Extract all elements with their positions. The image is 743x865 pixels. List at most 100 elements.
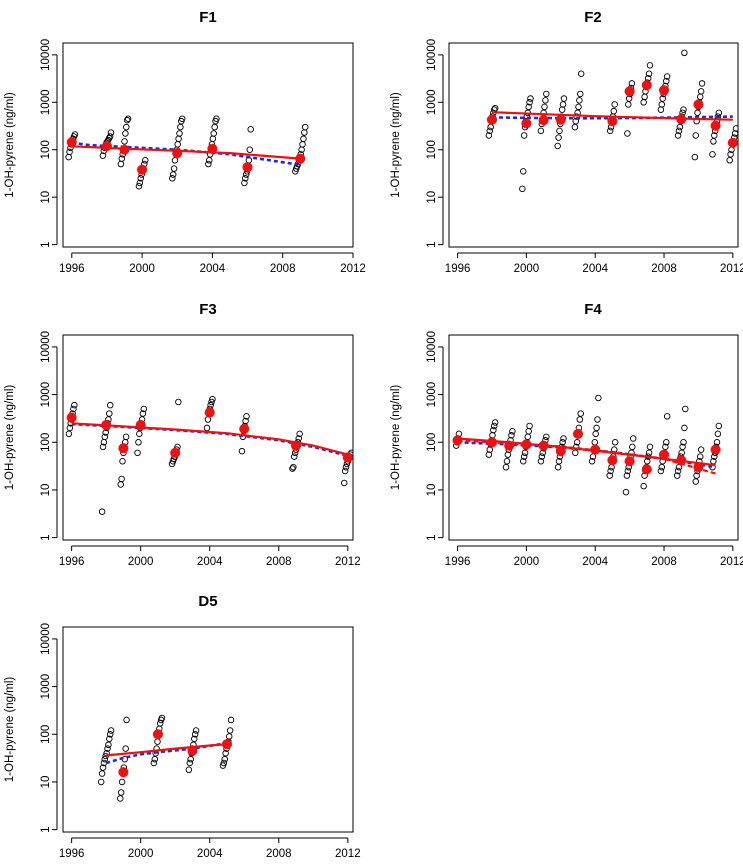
observation-point — [663, 73, 671, 80]
observation-point — [542, 97, 549, 104]
observation-point — [98, 508, 106, 515]
mean-point — [242, 162, 253, 173]
observation-point — [576, 97, 583, 104]
observation-point — [538, 453, 546, 460]
panel-title: D5 — [198, 593, 217, 610]
observation-point — [122, 745, 129, 752]
observation-point — [136, 179, 144, 187]
observation-point — [658, 101, 666, 108]
mean-point — [486, 114, 498, 125]
observation-point — [520, 132, 528, 139]
blue-dashed-trend-line — [105, 741, 228, 765]
y-tick-label: 1000 — [426, 382, 438, 408]
mean-point — [152, 729, 163, 740]
x-tick-label: 1996 — [59, 556, 85, 568]
plot-area — [452, 394, 723, 496]
y-tick-label: 10 — [40, 484, 52, 497]
observation-point — [640, 482, 647, 490]
observation-point — [178, 115, 186, 123]
observation-point — [141, 157, 149, 164]
observation-point — [697, 88, 705, 95]
x-tick-label: 2004 — [197, 848, 223, 860]
mean-point — [607, 455, 618, 466]
plot-frame — [62, 334, 354, 541]
observation-point — [641, 93, 648, 101]
observation-point — [71, 401, 78, 409]
mean-point — [658, 85, 670, 96]
observation-point — [176, 130, 183, 137]
mean-point — [538, 115, 549, 126]
mean-point — [727, 137, 738, 148]
mean-point — [66, 137, 77, 148]
observation-point — [296, 430, 303, 438]
x-tick-label: 2008 — [270, 263, 296, 275]
observation-point — [490, 426, 497, 434]
panel-d5: D5 1 10 100 1000 10000 1-OH-pyrene (ng/ml) 199… — [4, 593, 361, 860]
observation-point — [98, 770, 106, 777]
y-tick-label: 1 — [426, 241, 438, 247]
observation-point — [577, 90, 584, 98]
mean-point — [101, 419, 112, 431]
observation-point — [106, 410, 113, 417]
mean-point — [170, 447, 181, 458]
observation-point — [137, 175, 144, 182]
observation-point — [519, 185, 526, 193]
observation-point — [136, 430, 143, 438]
observation-point — [150, 759, 158, 767]
mean-point — [452, 435, 463, 446]
panel-title: F2 — [584, 9, 602, 26]
x-tick-label: 1996 — [445, 263, 471, 275]
observation-point — [119, 457, 126, 465]
observation-point — [106, 735, 113, 743]
y-tick-label: 1000 — [40, 674, 52, 700]
observation-point — [220, 759, 228, 767]
observation-point — [66, 148, 73, 156]
observation-point — [118, 475, 125, 483]
y-tick-label: 1000 — [426, 90, 438, 116]
observation-point — [106, 731, 114, 738]
plot-frame — [62, 42, 354, 248]
y-tick-label: 1 — [40, 534, 52, 540]
observation-point — [118, 155, 126, 162]
observation-point — [491, 104, 499, 112]
mean-point — [101, 140, 112, 152]
x-tick-label: 2012 — [340, 263, 366, 275]
mean-point — [555, 114, 566, 125]
observation-point — [691, 153, 699, 161]
mean-point — [693, 99, 704, 110]
panel-title: F1 — [199, 9, 217, 26]
observation-point — [715, 109, 723, 117]
observation-point — [681, 49, 688, 57]
observation-point — [554, 463, 562, 471]
observation-point — [191, 731, 199, 738]
observation-point — [503, 457, 511, 465]
x-tick-label: 2004 — [582, 556, 608, 568]
observation-point — [238, 447, 246, 455]
observation-point — [170, 165, 178, 172]
x-tick-label: 2012 — [720, 263, 743, 275]
observation-point — [520, 168, 527, 175]
plot-frame — [448, 334, 739, 541]
observation-point — [543, 90, 550, 98]
mean-point — [172, 148, 183, 159]
observation-point — [709, 151, 716, 158]
mean-point — [239, 423, 250, 435]
observation-point — [226, 727, 234, 734]
observation-point — [594, 416, 601, 423]
x-tick-label: 1996 — [445, 556, 471, 568]
plot-frame — [448, 42, 739, 248]
y-axis-title: 1-OH-pyrene (ng/ml) — [4, 92, 16, 198]
x-tick-label: 2000 — [128, 556, 154, 568]
red-trend-line — [71, 422, 349, 456]
observation-point — [526, 99, 533, 106]
observation-point — [520, 453, 528, 460]
observation-point — [140, 405, 148, 413]
mean-point — [290, 440, 302, 451]
plot-area — [97, 714, 235, 802]
observation-point — [135, 183, 143, 190]
plot-area — [65, 115, 309, 190]
observation-point — [97, 778, 105, 786]
observation-point — [290, 453, 298, 460]
observation-point — [121, 138, 128, 145]
observation-point — [117, 789, 125, 796]
